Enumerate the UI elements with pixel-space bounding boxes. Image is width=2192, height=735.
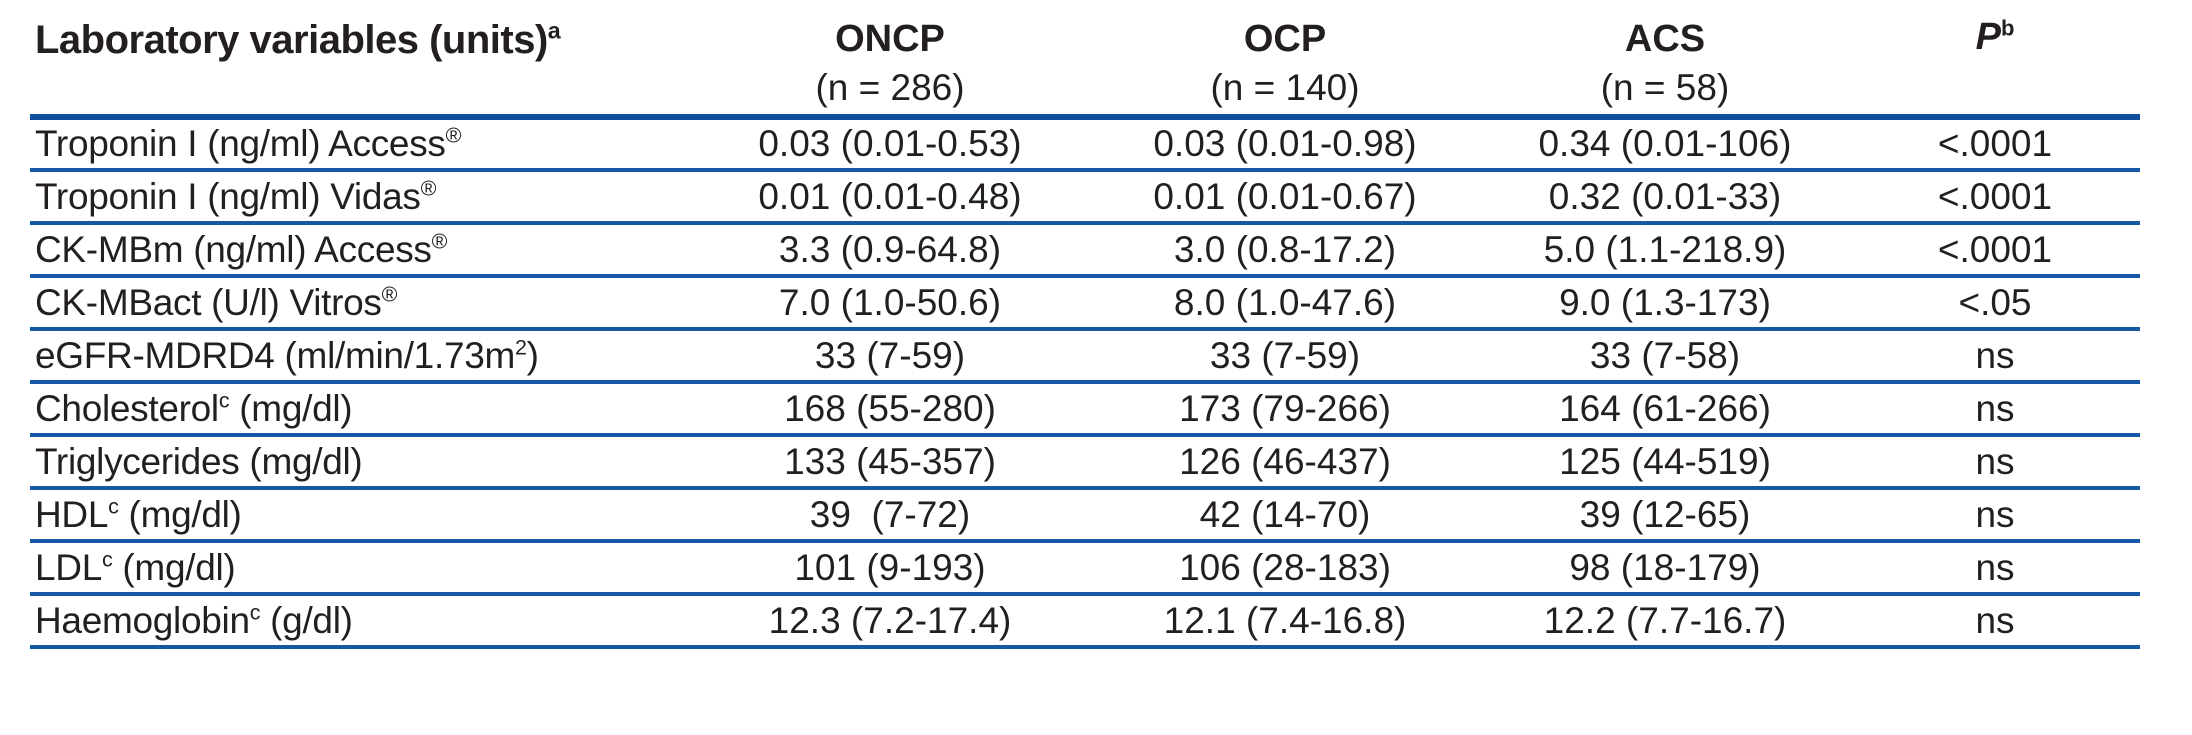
header-row: Laboratory variables (units)a ONCP (n = …	[30, 0, 2140, 120]
cell-ocp: 173 (79-266)	[1090, 382, 1480, 437]
cell-oncp: 12.3 (7.2-17.4)	[690, 594, 1090, 649]
table-row-triglycerides: Triglycerides (mg/dl) 133 (45-357) 126 (…	[30, 435, 2140, 490]
column-header-p-value: Pb	[1850, 0, 2140, 120]
column-header-acs: ACS (n = 58)	[1480, 0, 1850, 120]
cell-p-value: <.05	[1850, 276, 2140, 331]
cell-oncp: 133 (45-357)	[690, 435, 1090, 490]
cell-oncp: 0.01 (0.01-0.48)	[690, 170, 1090, 225]
cell-p-value: <.0001	[1850, 117, 2140, 172]
cell-p-value: ns	[1850, 541, 2140, 596]
row-label: CK-MBact (U/l) Vitros®	[30, 276, 690, 331]
cell-p-value: ns	[1850, 594, 2140, 649]
column-header-oncp: ONCP (n = 286)	[690, 0, 1090, 120]
row-label: LDLc (mg/dl)	[30, 541, 690, 596]
cell-oncp: 101 (9-193)	[690, 541, 1090, 596]
cell-p-value: <.0001	[1850, 170, 2140, 225]
cell-ocp: 3.0 (0.8-17.2)	[1090, 223, 1480, 278]
cell-oncp: 168 (55-280)	[690, 382, 1090, 437]
cell-acs: 33 (7-58)	[1480, 329, 1850, 384]
cell-p-value: <.0001	[1850, 223, 2140, 278]
lab-variables-table: Laboratory variables (units)a ONCP (n = …	[30, 0, 2140, 649]
row-label: Haemoglobinc (g/dl)	[30, 594, 690, 649]
cell-acs: 0.34 (0.01-106)	[1480, 117, 1850, 172]
group-n-ocp: (n = 140)	[1210, 67, 1360, 108]
cell-acs: 12.2 (7.7-16.7)	[1480, 594, 1850, 649]
row-label: Troponin I (ng/ml) Access®	[30, 117, 690, 172]
cell-p-value: ns	[1850, 435, 2140, 490]
group-name-oncp: ONCP	[835, 18, 945, 60]
table-row-hdl: HDLc (mg/dl) 39 (7-72) 42 (14-70) 39 (12…	[30, 488, 2140, 543]
cell-oncp: 33 (7-59)	[690, 329, 1090, 384]
group-n-oncp: (n = 286)	[815, 67, 965, 108]
cell-acs: 98 (18-179)	[1480, 541, 1850, 596]
row-label: eGFR-MDRD4 (ml/min/1.73m2)	[30, 329, 690, 384]
row-label: Cholesterolc (mg/dl)	[30, 382, 690, 437]
group-n-acs: (n = 58)	[1600, 67, 1730, 108]
cell-acs: 5.0 (1.1-218.9)	[1480, 223, 1850, 278]
cell-p-value: ns	[1850, 488, 2140, 543]
column-header-laboratory-variables: Laboratory variables (units)a	[30, 0, 690, 120]
row-label: CK-MBm (ng/ml) Access®	[30, 223, 690, 278]
row-label: HDLc (mg/dl)	[30, 488, 690, 543]
table-row-troponin-access: Troponin I (ng/ml) Access® 0.03 (0.01-0.…	[30, 117, 2140, 172]
cell-oncp: 0.03 (0.01-0.53)	[690, 117, 1090, 172]
table-row-haemoglobin: Haemoglobinc (g/dl) 12.3 (7.2-17.4) 12.1…	[30, 594, 2140, 649]
table-row-ldl: LDLc (mg/dl) 101 (9-193) 106 (28-183) 98…	[30, 541, 2140, 596]
cell-p-value: ns	[1850, 329, 2140, 384]
cell-ocp: 126 (46-437)	[1090, 435, 1480, 490]
cell-ocp: 12.1 (7.4-16.8)	[1090, 594, 1480, 649]
cell-ocp: 0.01 (0.01-0.67)	[1090, 170, 1480, 225]
cell-oncp: 3.3 (0.9-64.8)	[690, 223, 1090, 278]
table-row-cholesterol: Cholesterolc (mg/dl) 168 (55-280) 173 (7…	[30, 382, 2140, 437]
row-label: Troponin I (ng/ml) Vidas®	[30, 170, 690, 225]
row-label: Triglycerides (mg/dl)	[30, 435, 690, 490]
group-name-ocp: OCP	[1243, 18, 1327, 60]
cell-ocp: 8.0 (1.0-47.6)	[1090, 276, 1480, 331]
cell-ocp: 106 (28-183)	[1090, 541, 1480, 596]
cell-oncp: 39 (7-72)	[690, 488, 1090, 543]
table-body: Troponin I (ng/ml) Access® 0.03 (0.01-0.…	[30, 117, 2140, 649]
group-name-acs: ACS	[1624, 18, 1706, 60]
cell-oncp: 7.0 (1.0-50.6)	[690, 276, 1090, 331]
cell-acs: 125 (44-519)	[1480, 435, 1850, 490]
cell-ocp: 33 (7-59)	[1090, 329, 1480, 384]
cell-ocp: 0.03 (0.01-0.98)	[1090, 117, 1480, 172]
column-header-ocp: OCP (n = 140)	[1090, 0, 1480, 120]
cell-ocp: 42 (14-70)	[1090, 488, 1480, 543]
cell-acs: 39 (12-65)	[1480, 488, 1850, 543]
cell-acs: 0.32 (0.01-33)	[1480, 170, 1850, 225]
table-header: Laboratory variables (units)a ONCP (n = …	[30, 0, 2140, 120]
table-row-troponin-vidas: Troponin I (ng/ml) Vidas® 0.01 (0.01-0.4…	[30, 170, 2140, 225]
table-row-ckmbm-access: CK-MBm (ng/ml) Access® 3.3 (0.9-64.8) 3.…	[30, 223, 2140, 278]
table-row-egfr: eGFR-MDRD4 (ml/min/1.73m2) 33 (7-59) 33 …	[30, 329, 2140, 384]
cell-acs: 164 (61-266)	[1480, 382, 1850, 437]
cell-p-value: ns	[1850, 382, 2140, 437]
table-row-ckmbact-vitros: CK-MBact (U/l) Vitros® 7.0 (1.0-50.6) 8.…	[30, 276, 2140, 331]
cell-acs: 9.0 (1.3-173)	[1480, 276, 1850, 331]
